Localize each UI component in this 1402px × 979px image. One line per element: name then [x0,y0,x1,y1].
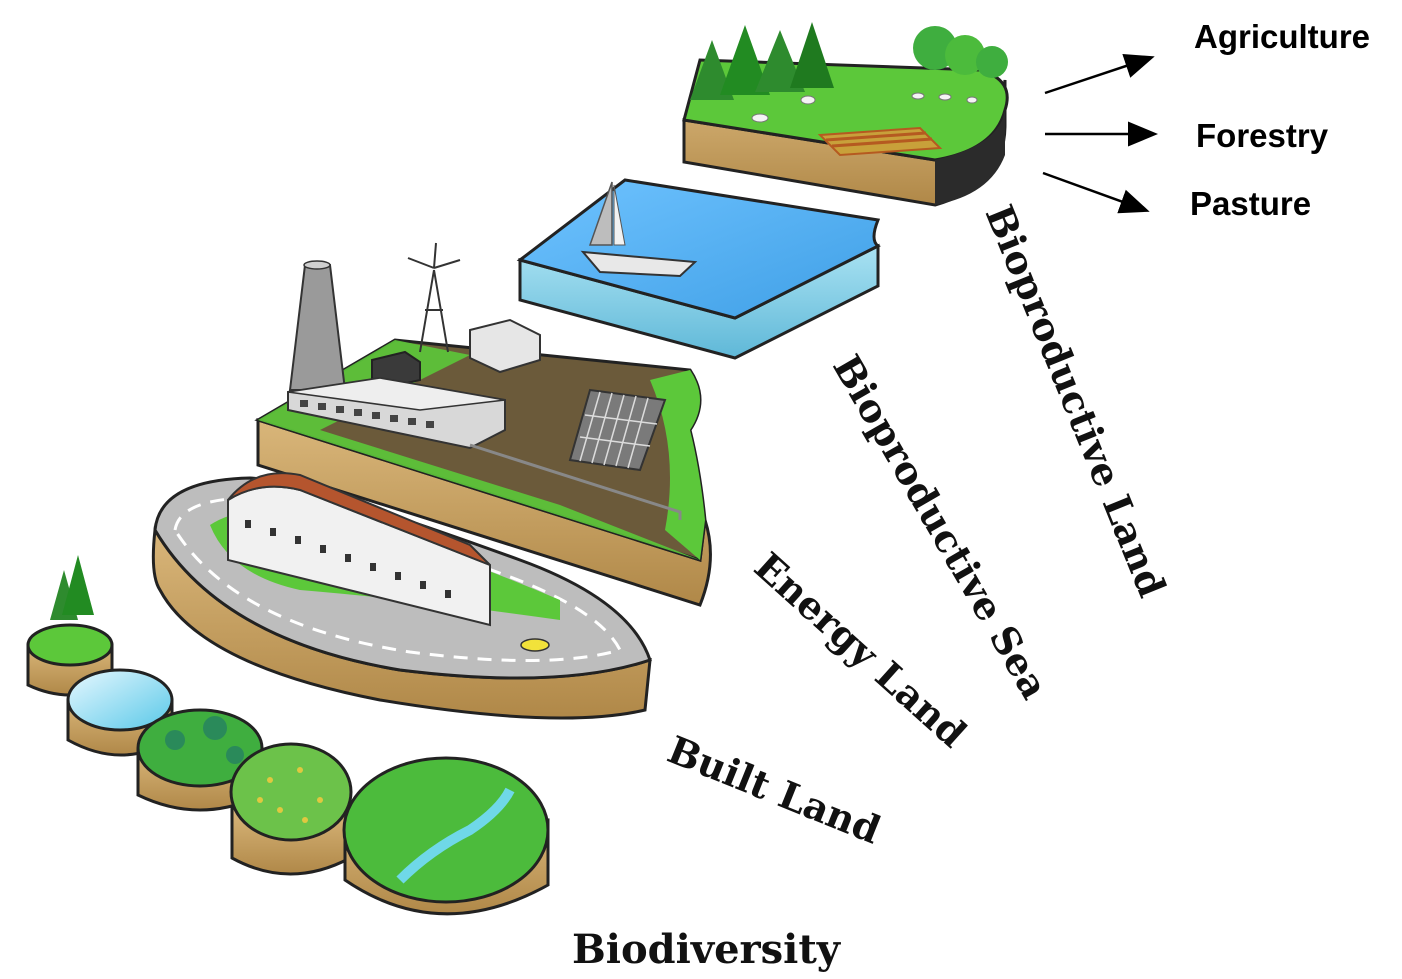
energy-land-block [254,242,712,607]
power-line [469,443,682,520]
terraced-houses [227,472,491,627]
forest-trees [690,22,1008,100]
yellow-car-icon [520,638,550,652]
sailboat-icon [580,181,698,278]
power-plant-building [287,376,506,450]
label-agriculture: Agriculture [1194,18,1370,55]
label-bioproductive-land: Bioproductive Land [977,199,1175,604]
label-pasture: Pasture [1190,185,1311,222]
biodiversity-cylinders [26,555,550,916]
label-built-land: Built Land [662,727,887,853]
biodiversity-cylinder-shrubs [136,708,264,812]
transformer-box [469,318,541,374]
bioproductive-land-block [682,22,1009,207]
arrow-to-pasture [1042,171,1150,214]
solar-panel-icon [568,388,667,472]
label-forestry: Forestry [1196,117,1329,154]
pasture-sheep [751,92,978,123]
factory-chimney [288,260,347,391]
wind-turbine-icon [407,242,461,353]
land-use-arrows [1042,54,1158,214]
biodiversity-cylinder-meadow [229,742,353,876]
built-land-block [151,472,652,720]
arrow-to-agriculture [1044,54,1155,95]
biodiversity-cylinder-stream [342,756,550,916]
crop-field [817,126,943,157]
bioproductive-sea-block [516,178,881,360]
label-biodiversity: Biodiversity [572,926,842,973]
label-energy-land: Energy Land [746,543,975,756]
